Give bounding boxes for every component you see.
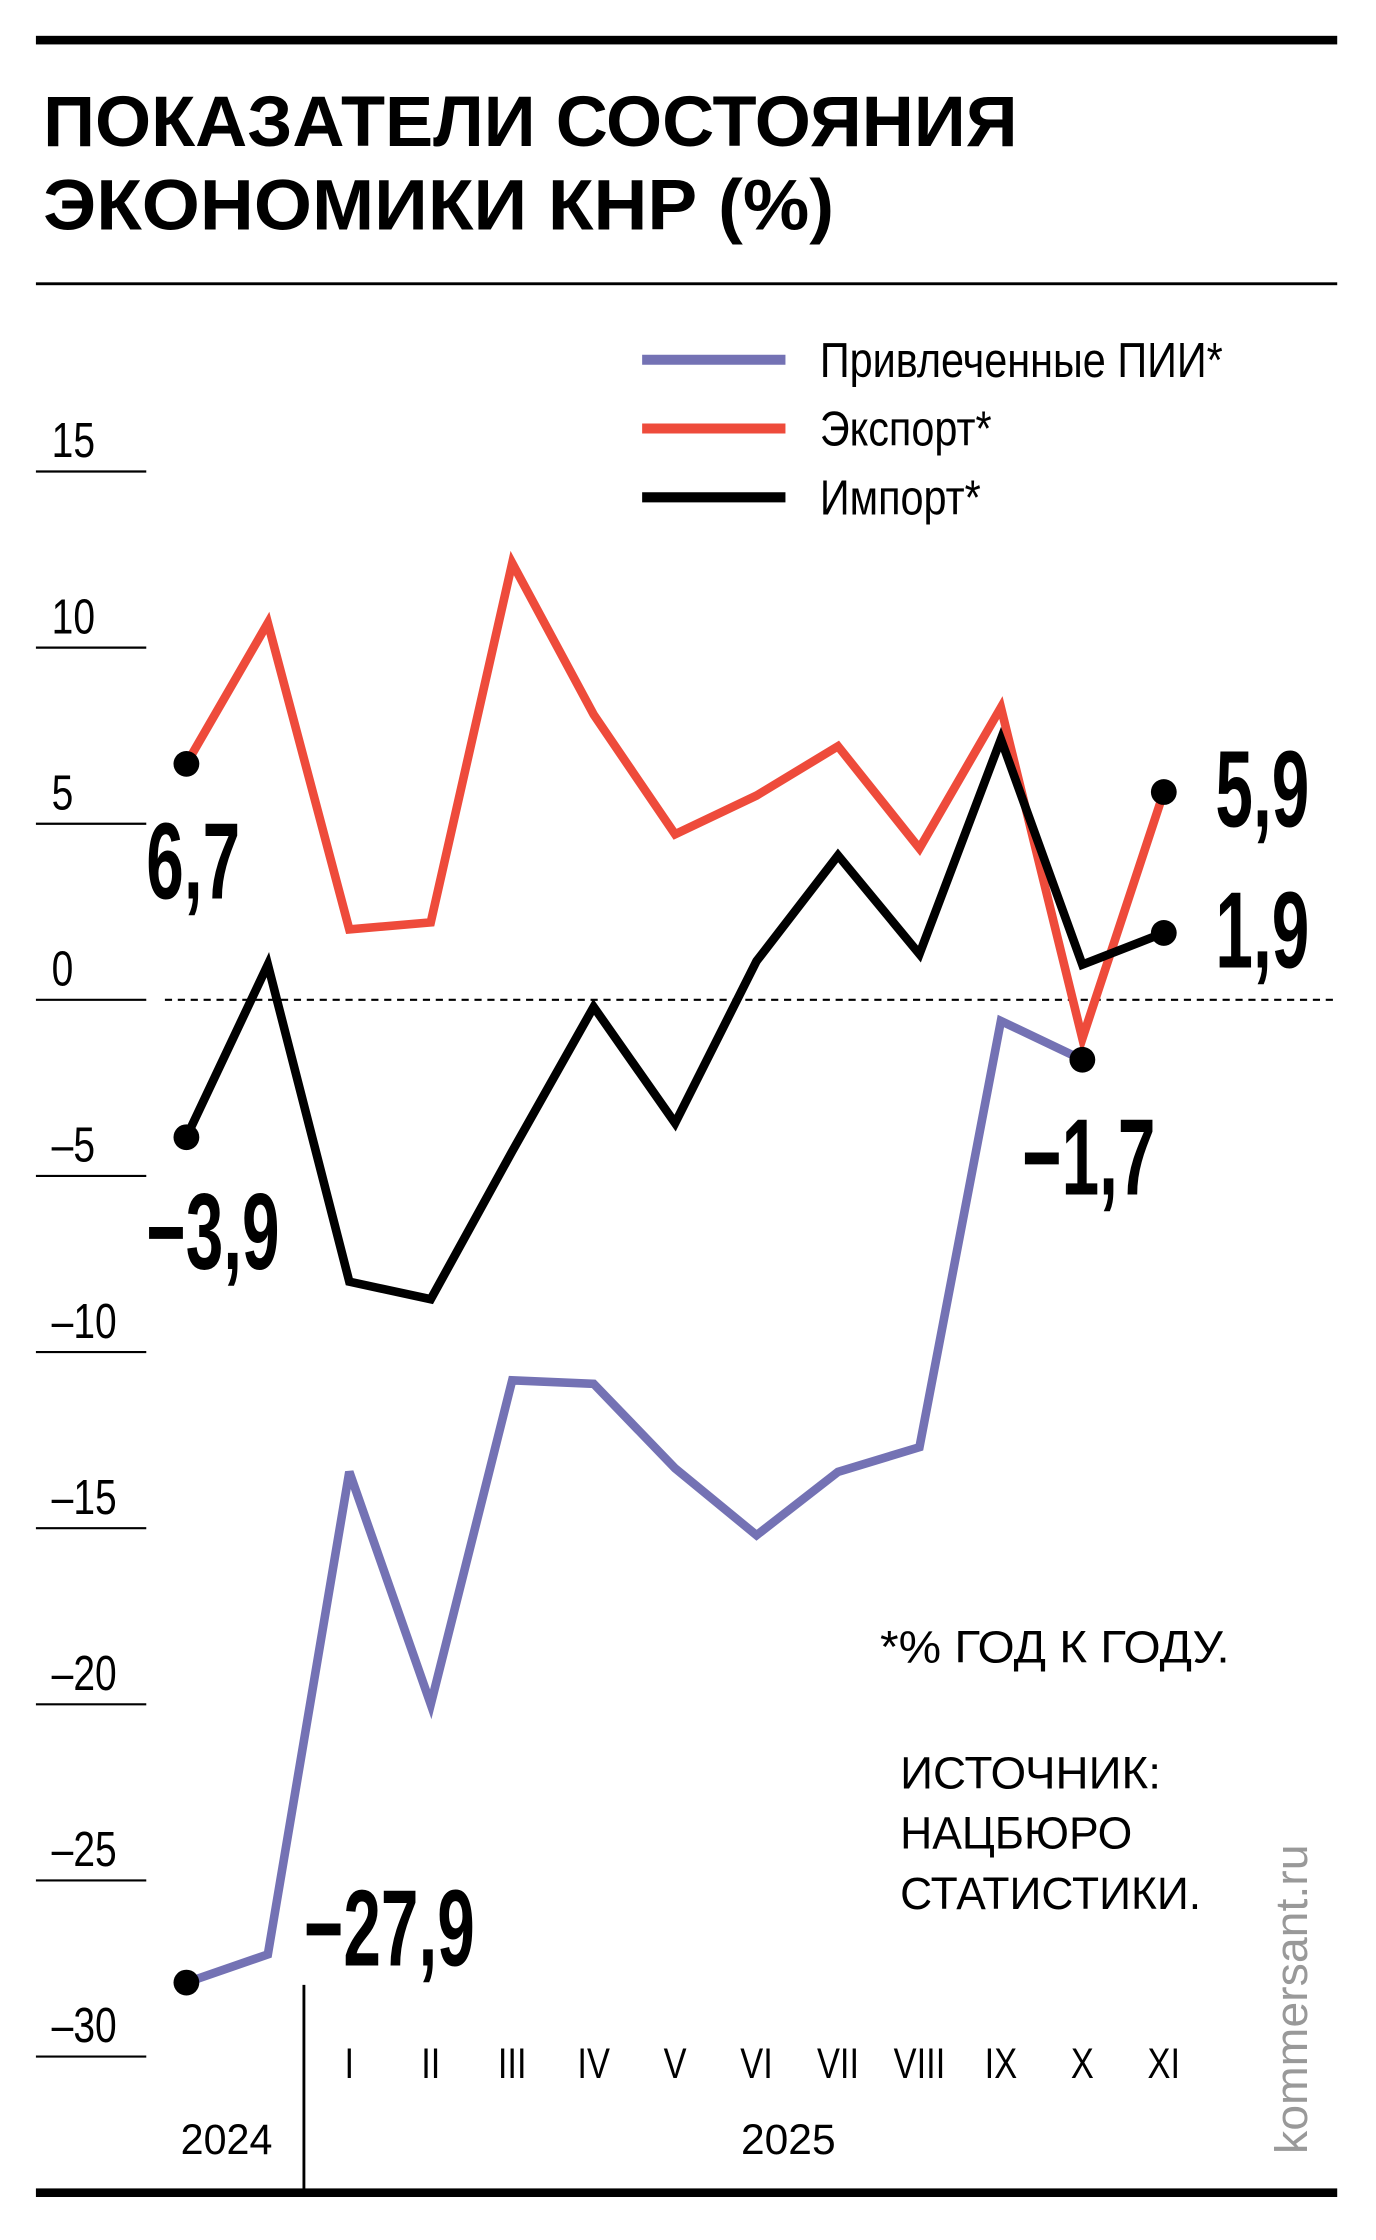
x-tick-label: XI [1148,2041,1180,2088]
x-tick-label: V [664,2041,687,2088]
point-dot [173,1124,200,1151]
point-dot [1069,1046,1096,1073]
source: СТАТИСТИКИ. [900,1867,1201,1919]
point-dot [173,1969,200,1996]
legend-label: Импорт* [820,470,981,525]
value-label: 6,7 [146,801,240,922]
x-tick-label: II [421,2041,440,2088]
x-tick-label: IV [577,2041,610,2088]
x-tick-label: VIII [894,2041,946,2088]
x-tick-label: VI [740,2041,772,2088]
y-tick-label: –10 [52,1295,117,1349]
y-tick-label: –15 [52,1471,117,1525]
value-label: −3,9 [146,1172,279,1293]
x-tick-label: X [1071,2041,1094,2088]
note: *% ГОД К ГОДУ. [880,1620,1230,1672]
year-label: 2025 [741,2116,836,2164]
value-label: 1,9 [1215,870,1309,991]
credit: kommersant.ru [1265,1844,1317,2154]
series-line [184,1014,1085,1987]
y-tick-label: 5 [52,766,74,820]
value-label: −1,7 [1022,1097,1155,1218]
x-tick-label: III [498,2041,527,2088]
year-label: 2024 [181,2116,273,2164]
y-tick-label: –20 [52,1647,117,1701]
series-line [182,550,1168,1055]
legend-label: Экспорт* [820,402,992,457]
y-tick-label: 10 [52,590,95,644]
x-tick-label: IX [985,2041,1018,2088]
source: ИСТОЧНИК: [900,1747,1161,1799]
source: НАЦБЮРО [900,1807,1132,1859]
x-tick-label: VII [817,2041,859,2088]
legend-label: Привлеченные ПИИ* [820,333,1223,388]
y-tick-label: –5 [52,1119,95,1173]
bottom-rule [35,2188,1338,2198]
y-tick-label: 15 [52,414,95,468]
series-line [182,726,1166,1305]
x-tick-label: I [345,2041,355,2088]
y-tick-label: –30 [52,1999,117,2053]
title-rule [35,282,1338,286]
chart-title: ЭКОНОМИКИ КНР (%) [43,165,834,245]
value-label: 5,9 [1215,729,1309,850]
y-tick-label: –25 [52,1823,117,1877]
point-dot [1150,920,1177,946]
point-dot [173,750,200,777]
y-tick-label: 0 [52,942,74,996]
point-dot [1150,779,1177,805]
top-rule [35,35,1338,45]
chart-title: ПОКАЗАТЕЛИ СОСТОЯНИЯ [43,82,1018,162]
value-label: −27,9 [304,1868,475,1989]
